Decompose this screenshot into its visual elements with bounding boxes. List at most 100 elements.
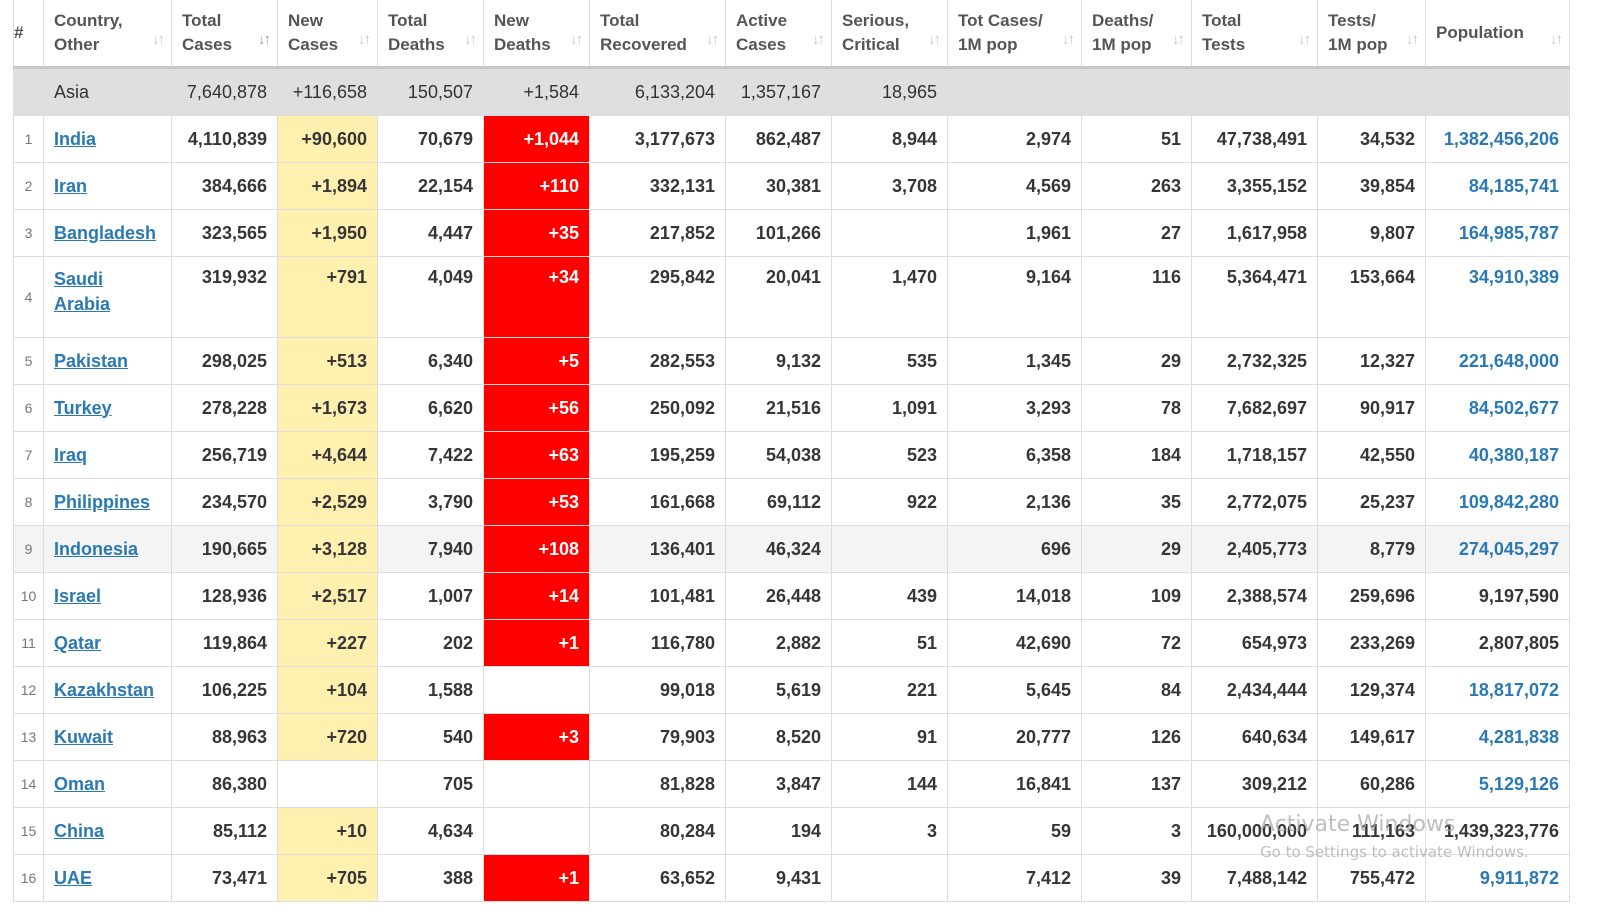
column-header-active-cases[interactable]: Active Cases ↓↑: [725, 0, 832, 69]
cell-serious-critical: 535: [831, 337, 948, 385]
sort-arrows-icon[interactable]: ↓↑: [570, 31, 583, 48]
cell-serious-critical: 51: [831, 619, 948, 667]
sort-arrows-icon[interactable]: ↓↑: [1550, 31, 1563, 48]
cell-tests-per-1m: 153,664: [1317, 256, 1426, 338]
country-link[interactable]: Pakistan: [54, 350, 129, 371]
country-link[interactable]: Iran: [54, 175, 88, 196]
country-link[interactable]: Bangladesh: [54, 222, 157, 243]
cell-total-deaths: 6,340: [377, 337, 484, 385]
cell-population[interactable]: 164,985,787: [1425, 209, 1570, 257]
column-header-cases-per-1m[interactable]: Tot Cases/ 1M pop ↓↑: [947, 0, 1082, 69]
country-link[interactable]: Qatar: [54, 632, 102, 653]
country-link[interactable]: Kuwait: [54, 726, 114, 747]
column-header-label: Total Recovered: [600, 11, 687, 54]
country-link[interactable]: UAE: [54, 867, 93, 888]
country-link[interactable]: Iraq: [54, 444, 88, 465]
cell-total-deaths: 7,940: [377, 525, 484, 573]
sort-arrows-icon[interactable]: ↓↑: [1062, 31, 1075, 48]
cell-country: Kazakhstan: [43, 666, 172, 714]
country-link[interactable]: Israel: [54, 585, 102, 606]
cell-new-deaths: [483, 807, 590, 855]
cell-total-cases: 4,110,839: [171, 115, 278, 163]
cell-population[interactable]: 84,502,677: [1425, 384, 1570, 432]
cell-population[interactable]: 4,281,838: [1425, 713, 1570, 761]
cell-population[interactable]: 221,648,000: [1425, 337, 1570, 385]
cell-population[interactable]: 109,842,280: [1425, 478, 1570, 526]
cell-new-cases: +2,529: [277, 478, 378, 526]
table-header: # Country, Other ↓↑ Total Cases ↓↑ New Cases ↓…: [13, 0, 1570, 69]
cell-active-cases: 20,041: [725, 256, 832, 338]
cell-total-cases: 88,963: [171, 713, 278, 761]
cell-population[interactable]: 1,382,456,206: [1425, 115, 1570, 163]
country-link[interactable]: India: [54, 128, 97, 149]
cell-total-tests: 1,718,157: [1191, 431, 1318, 479]
country-link[interactable]: Kazakhstan: [54, 679, 155, 700]
country-link[interactable]: Turkey: [54, 397, 112, 418]
cell-total-cases: 119,864: [171, 619, 278, 667]
column-header-tests-per-1m[interactable]: Tests/ 1M pop ↓↑: [1317, 0, 1426, 69]
cell-population[interactable]: 84,185,741: [1425, 162, 1570, 210]
sort-arrows-icon[interactable]: ↓↑: [464, 31, 477, 48]
sort-arrows-icon[interactable]: ↓↑: [1406, 31, 1419, 48]
cell-deaths-per-1m: 78: [1081, 384, 1192, 432]
cell-country: India: [43, 115, 172, 163]
cell-tests-per-1m: 12,327: [1317, 337, 1426, 385]
column-header-population[interactable]: Population ↓↑: [1425, 0, 1570, 69]
sort-arrows-icon[interactable]: ↓↑: [1298, 31, 1311, 48]
cell-new-cases: +720: [277, 713, 378, 761]
cell-total-tests: 7,682,697: [1191, 384, 1318, 432]
cell-cases-per-1m: 6,358: [947, 431, 1082, 479]
country-link[interactable]: Philippines: [54, 491, 151, 512]
cell-total-tests: 2,434,444: [1191, 666, 1318, 714]
column-header-new-cases[interactable]: New Cases ↓↑: [277, 0, 378, 69]
cell-population[interactable]: 5,129,126: [1425, 760, 1570, 808]
cell-tests-per-1m: 259,696: [1317, 572, 1426, 620]
cell-population[interactable]: 34,910,389: [1425, 256, 1570, 338]
cell-active-cases: 30,381: [725, 162, 832, 210]
column-header-total-cases[interactable]: Total Cases ↓↑: [171, 0, 278, 69]
country-link[interactable]: Saudi Arabia: [54, 269, 111, 314]
column-header-deaths-per-1m[interactable]: Deaths/ 1M pop ↓↑: [1081, 0, 1192, 69]
cell-deaths-per-1m: 84: [1081, 666, 1192, 714]
column-header-country[interactable]: Country, Other ↓↑: [43, 0, 172, 69]
cell-new-deaths: +63: [483, 431, 590, 479]
country-link[interactable]: Indonesia: [54, 538, 139, 559]
sort-arrows-icon[interactable]: ↓↑: [812, 31, 825, 48]
cell-total-deaths: 7,422: [377, 431, 484, 479]
column-header-total-tests[interactable]: Total Tests ↓↑: [1191, 0, 1318, 69]
column-header-new-deaths[interactable]: New Deaths ↓↑: [483, 0, 590, 69]
country-link[interactable]: China: [54, 820, 105, 841]
cell-cases-per-1m: 20,777: [947, 713, 1082, 761]
cell-serious-critical: [831, 525, 948, 573]
cell-population[interactable]: 40,380,187: [1425, 431, 1570, 479]
region-total-row: Asia 7,640,878 +116,658 150,507 +1,584 6,133,…: [13, 67, 1570, 116]
cell-total-deaths: 4,049: [377, 256, 484, 338]
column-header-label: Country, Other: [54, 11, 123, 54]
cell-population[interactable]: 9,911,872: [1425, 854, 1570, 902]
table-row: 5 Pakistan 298,025 +513 6,340 +5 282,553 9,132 5…: [13, 337, 1570, 385]
cell-num: 15: [13, 807, 44, 855]
cell-tests-per-1m: 233,269: [1317, 619, 1426, 667]
sort-arrows-icon[interactable]: ↓↑: [152, 31, 165, 48]
cell-total-deaths: 1,007: [377, 572, 484, 620]
sort-arrows-icon[interactable]: ↓↑: [928, 31, 941, 48]
country-link[interactable]: Oman: [54, 773, 106, 794]
table-row: 6 Turkey 278,228 +1,673 6,620 +56 250,092 21,51…: [13, 384, 1570, 432]
sort-arrows-icon[interactable]: ↓↑: [258, 31, 271, 48]
sort-arrows-icon[interactable]: ↓↑: [358, 31, 371, 48]
cell-total-recovered: 161,668: [589, 478, 726, 526]
cell-population: 9,197,590: [1425, 572, 1570, 620]
cell-population[interactable]: 274,045,297: [1425, 525, 1570, 573]
cell-cases-per-1m: 2,974: [947, 115, 1082, 163]
cell-num: 16: [13, 854, 44, 902]
column-header-total-recovered[interactable]: Total Recovered ↓↑: [589, 0, 726, 69]
sort-arrows-icon[interactable]: ↓↑: [706, 31, 719, 48]
cell-num: 11: [13, 619, 44, 667]
cell-cases-per-1m: 1,961: [947, 209, 1082, 257]
cell-population[interactable]: 18,817,072: [1425, 666, 1570, 714]
column-header-serious-critical[interactable]: Serious, Critical ↓↑: [831, 0, 948, 69]
cell-total-deaths: 3,790: [377, 478, 484, 526]
cell-total-tests: 2,732,325: [1191, 337, 1318, 385]
column-header-total-deaths[interactable]: Total Deaths ↓↑: [377, 0, 484, 69]
sort-arrows-icon[interactable]: ↓↑: [1172, 31, 1185, 48]
